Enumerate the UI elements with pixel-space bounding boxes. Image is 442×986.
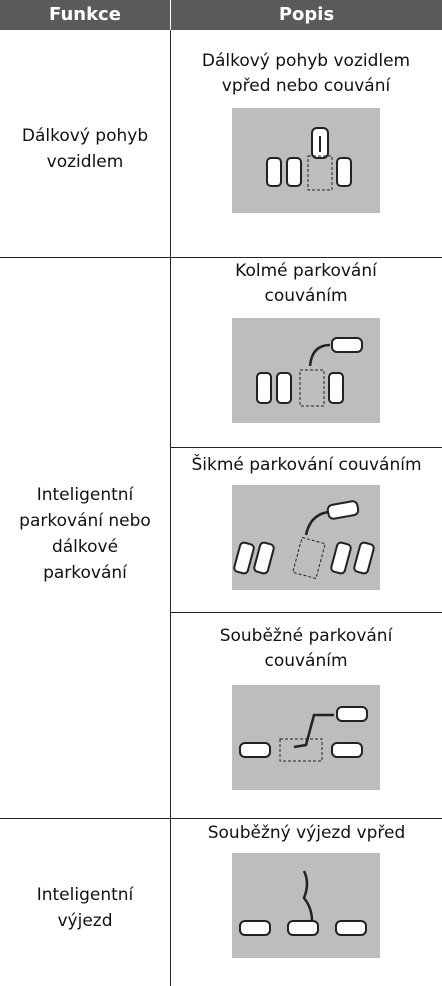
description: Souběžné parkování couváním [219, 626, 393, 671]
description: Dálkový pohyb vozidlem vpřed nebo couván… [201, 51, 411, 96]
illustration [232, 685, 380, 790]
row-divider [0, 257, 442, 258]
row-divider [0, 818, 442, 819]
illustration [232, 108, 380, 213]
sub-row-divider [171, 447, 442, 448]
function-name: Inteligentní parkování nebo dálkové park… [19, 485, 151, 583]
column-divider [170, 30, 171, 986]
function-name: Dálkový pohyb vozidlem [21, 126, 149, 172]
illustration [232, 853, 380, 958]
description: Šikmé parkování couváním [191, 455, 422, 475]
illustration [232, 318, 380, 423]
column-header: Popis [171, 0, 442, 30]
function-name: Inteligentní výjezd [36, 885, 134, 931]
description: Kolmé parkování couváním [235, 261, 377, 306]
description: Souběžný výjezd vpřed [207, 823, 406, 843]
illustration [232, 485, 380, 590]
column-header: Funkce [0, 0, 170, 30]
sub-row-divider [171, 612, 442, 613]
